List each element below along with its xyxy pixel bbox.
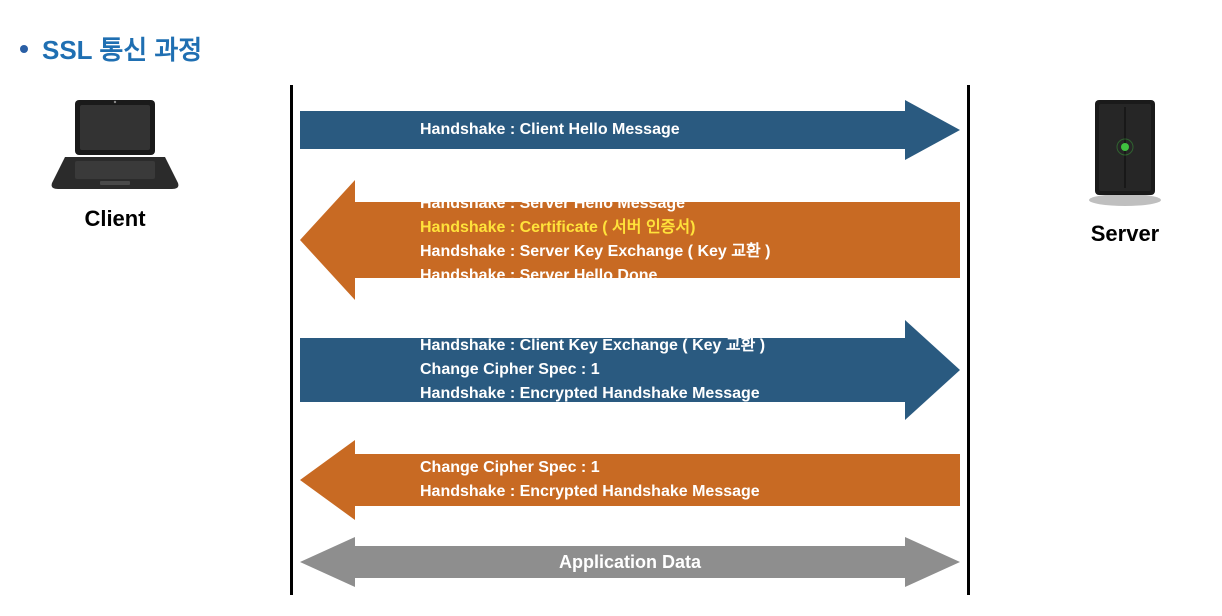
title-row: SSL 통신 과정 xyxy=(20,30,202,67)
client-lifeline xyxy=(290,85,293,595)
arrow-text-line: Handshake : Certificate ( 서버 인증서) xyxy=(420,216,960,240)
server-icon xyxy=(1075,95,1175,210)
arrow-text-line: Handshake : Client Key Exchange ( Key 교환… xyxy=(420,334,960,358)
endpoint-server: Server xyxy=(1075,95,1175,247)
endpoint-client: Client xyxy=(50,95,180,232)
arrow-text-line: Change Cipher Spec : 1 xyxy=(420,456,960,480)
arrow-label: Application Data xyxy=(300,537,960,587)
arrow-label: Change Cipher Spec : 1Handshake : Encryp… xyxy=(300,440,960,520)
message-arrow-0: Handshake : Client Hello Message xyxy=(300,100,960,160)
arrow-label: Handshake : Client Hello Message xyxy=(300,100,960,160)
arrow-text-line: Handshake : Server Key Exchange ( Key 교환… xyxy=(420,240,960,264)
arrow-text-line: Handshake : Encrypted Handshake Message xyxy=(420,480,960,504)
message-arrow-1: Handshake : Server Hello MessageHandshak… xyxy=(300,180,960,300)
arrow-label: Handshake : Server Hello MessageHandshak… xyxy=(300,180,960,300)
client-label: Client xyxy=(50,206,180,232)
arrow-text-line: Handshake : Client Hello Message xyxy=(420,118,960,142)
message-arrow-3: Change Cipher Spec : 1Handshake : Encryp… xyxy=(300,440,960,520)
message-arrow-2: Handshake : Client Key Exchange ( Key 교환… xyxy=(300,320,960,420)
sequence-diagram: Handshake : Client Hello Message Handshak… xyxy=(290,85,970,605)
server-label: Server xyxy=(1075,221,1175,247)
title-bullet xyxy=(20,45,28,53)
arrow-text-line: Handshake : Server Hello Message xyxy=(420,192,960,216)
arrow-text-line: Change Cipher Spec : 1 xyxy=(420,358,960,382)
arrow-text-line: Handshake : Server Hello Done xyxy=(420,264,960,288)
laptop-icon xyxy=(50,95,180,195)
page-title: SSL 통신 과정 xyxy=(42,30,202,67)
arrow-text-line: Handshake : Encrypted Handshake Message xyxy=(420,382,960,406)
message-arrow-4: Application Data xyxy=(300,537,960,587)
server-lifeline xyxy=(967,85,970,595)
arrow-text-line: Application Data xyxy=(559,549,701,576)
arrow-label: Handshake : Client Key Exchange ( Key 교환… xyxy=(300,320,960,420)
